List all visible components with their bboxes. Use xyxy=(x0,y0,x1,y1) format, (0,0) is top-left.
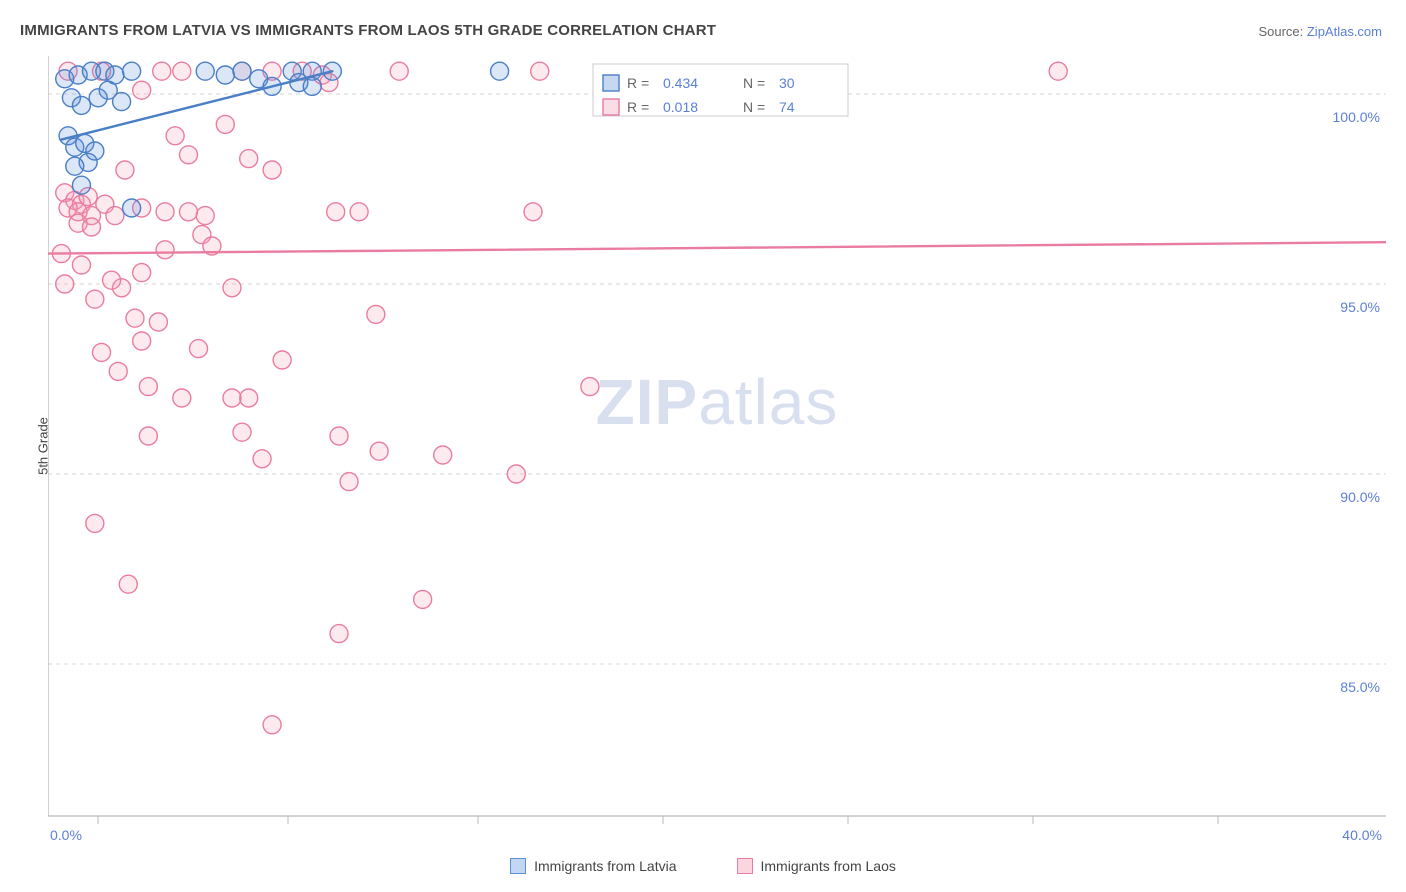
svg-text:95.0%: 95.0% xyxy=(1340,299,1380,315)
svg-text:N =: N = xyxy=(743,99,765,115)
legend-swatch-latvia xyxy=(510,858,526,874)
chart-title: IMMIGRANTS FROM LATVIA VS IMMIGRANTS FRO… xyxy=(20,22,716,39)
svg-text:0.018: 0.018 xyxy=(663,99,698,115)
svg-text:0.0%: 0.0% xyxy=(50,827,82,842)
svg-text:0.434: 0.434 xyxy=(663,75,698,91)
source-prefix: Source: xyxy=(1258,24,1306,39)
legend-swatch-laos xyxy=(737,858,753,874)
legend-item-latvia: Immigrants from Latvia xyxy=(510,858,676,874)
legend-label-latvia: Immigrants from Latvia xyxy=(534,858,676,874)
svg-text:90.0%: 90.0% xyxy=(1340,489,1380,505)
svg-text:40.0%: 40.0% xyxy=(1342,827,1382,842)
source-attribution: Source: ZipAtlas.com xyxy=(1258,24,1382,39)
svg-text:100.0%: 100.0% xyxy=(1333,109,1380,125)
legend-label-laos: Immigrants from Laos xyxy=(761,858,896,874)
svg-text:74: 74 xyxy=(779,99,795,115)
svg-text:85.0%: 85.0% xyxy=(1340,679,1380,695)
bottom-legend: Immigrants from Latvia Immigrants from L… xyxy=(0,858,1406,874)
source-link[interactable]: ZipAtlas.com xyxy=(1307,24,1382,39)
chart-area: 85.0% 90.0% 95.0% 100.0% 0.0% 40.0% R = 0.434 N … xyxy=(48,56,1386,842)
svg-text:N =: N = xyxy=(743,75,765,91)
svg-text:30: 30 xyxy=(779,75,795,91)
scatter-plot: 85.0% 90.0% 95.0% 100.0% 0.0% 40.0% R = 0.434 N … xyxy=(48,56,1386,842)
svg-text:R =: R = xyxy=(627,99,649,115)
svg-text:R =: R = xyxy=(627,75,649,91)
legend-item-laos: Immigrants from Laos xyxy=(737,858,896,874)
